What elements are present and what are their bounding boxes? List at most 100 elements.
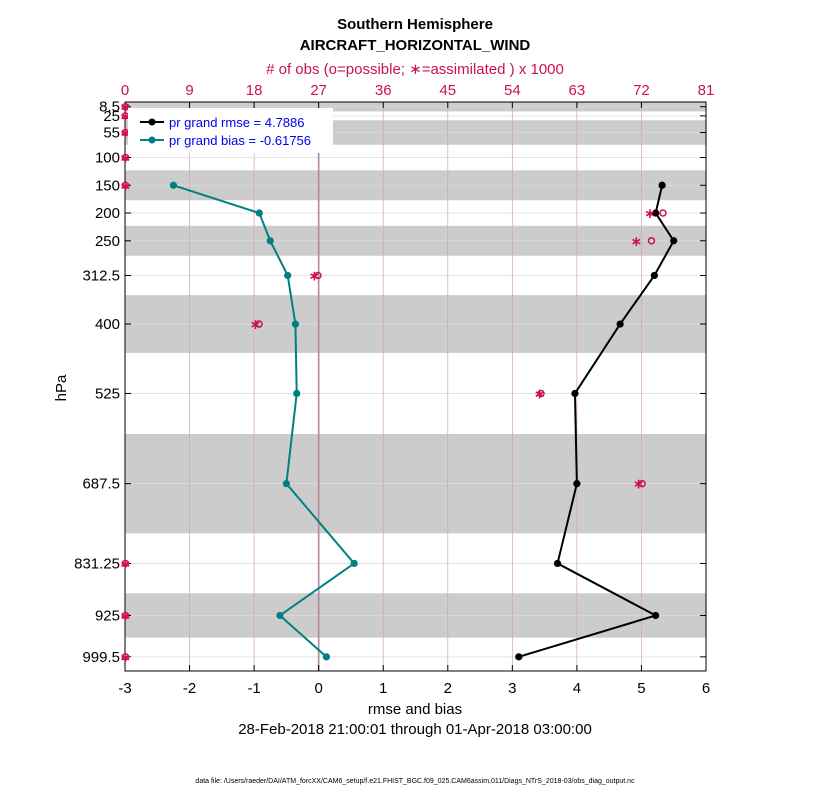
bias-point <box>293 389 301 398</box>
obs-possible-marker <box>121 653 130 661</box>
obs-possible-marker <box>537 389 545 398</box>
horizontal-gridlines <box>125 106 706 658</box>
x-tick-label: 4 <box>573 680 581 697</box>
bias-point <box>266 237 274 245</box>
y-tick-label: 8.5 <box>99 99 120 116</box>
top-tick-label: 72 <box>633 82 650 99</box>
level-bands <box>125 102 706 638</box>
x-tick-label: -1 <box>247 680 260 697</box>
obs-assimilated-marker: ∗ <box>644 205 656 221</box>
top-tick-label: 27 <box>310 82 327 99</box>
rmse-point <box>652 611 660 620</box>
legend-bias-marker <box>148 136 156 144</box>
bias-point <box>284 271 292 280</box>
obs-possible-marker <box>314 271 322 280</box>
rmse-line <box>518 185 675 658</box>
bias-point <box>291 320 300 328</box>
y-tick-label: 687.5 <box>82 476 120 493</box>
rmse-point <box>650 271 658 280</box>
y-tick-label: 831.25 <box>74 555 120 572</box>
y-tick-label: 400 <box>95 316 120 333</box>
x-tick-label: 5 <box>637 680 645 697</box>
bias-point <box>255 209 263 217</box>
tick-labels: -3 -2 -1 0 1 2 3 4 5 60 9 18 27 36 45 54 63 72 818.5255510… <box>74 82 714 697</box>
x-tick-label: -2 <box>183 680 196 697</box>
axis-ticks <box>124 102 707 671</box>
x-tick-label: 1 <box>379 680 387 697</box>
plot-frame <box>124 101 707 672</box>
bias-point <box>169 181 178 189</box>
y-tick-label: 312.5 <box>82 267 120 284</box>
rmse-point <box>616 320 624 328</box>
y-tick-label: 925 <box>95 607 120 624</box>
x-tick-label: 2 <box>444 680 452 697</box>
obs-assimilated-marker: ∗ <box>633 476 645 492</box>
rmse-point <box>553 559 562 568</box>
rmse-point <box>652 209 660 217</box>
obs-assimilated-marker: ∗ <box>119 125 131 141</box>
y-tick-label: 25 <box>103 108 120 125</box>
top-tick-label: 45 <box>439 82 456 99</box>
obs-assimilated-marker: ∗ <box>119 649 131 665</box>
top-tick-label: 0 <box>121 82 129 99</box>
y-tick-label: 200 <box>95 205 120 222</box>
obs-possible-marker <box>121 102 130 111</box>
top-tick-label: 54 <box>504 82 521 99</box>
x-axis-title: rmse and bias <box>368 701 462 718</box>
rmse-point <box>573 480 581 488</box>
bias-point <box>276 611 284 620</box>
bias-point <box>350 559 358 568</box>
legend: pr grand rmse = 4.7886 pr grand bias = -… <box>128 108 333 153</box>
y-tick-label: 525 <box>95 385 120 402</box>
obs-possible-marker <box>121 611 130 620</box>
obs-assimilated-marker: ∗ <box>119 108 131 124</box>
rmse-point <box>571 389 579 398</box>
top-tick-label: 63 <box>569 82 586 99</box>
legend-rmse-label: pr grand rmse = 4.7886 <box>169 115 305 130</box>
x-tick-label: 3 <box>508 680 516 697</box>
obs-possible-marker <box>647 237 656 245</box>
bias-point <box>322 653 331 661</box>
obs-assimilated-marker: ∗ <box>119 150 131 166</box>
chart-subtitle: AIRCRAFT_HORIZONTAL_WIND <box>300 37 531 54</box>
obs-possible-marker <box>659 209 667 217</box>
obs-possible-marker <box>121 181 130 190</box>
obs-possible-marker <box>121 559 130 568</box>
legend-bias-label: pr grand bias = -0.61756 <box>169 133 311 148</box>
top-tick-label: 9 <box>185 82 193 99</box>
rmse-point <box>658 181 666 189</box>
obs-assimilated-marker: ∗ <box>250 316 262 332</box>
y-tick-label: 250 <box>95 233 120 250</box>
x-tick-label: -3 <box>118 680 131 697</box>
rmse-point <box>515 653 523 661</box>
x-tick-label: 6 <box>702 680 710 697</box>
obs-assimilated-marker: ∗ <box>119 607 131 623</box>
obs-assimilated-marker: ∗ <box>308 267 320 283</box>
y-axis-title: hPa <box>53 374 70 401</box>
top-axis-title: # of obs (o=possible; ∗=assimilated ) x … <box>266 61 564 78</box>
rmse-point <box>670 237 678 245</box>
obs-possible-marker <box>638 479 646 488</box>
top-tick-label: 81 <box>698 82 715 99</box>
bias-line <box>173 184 356 658</box>
y-tick-label: 55 <box>103 125 120 142</box>
date-range: 28-Feb-2018 21:00:01 through 01-Apr-2018… <box>238 721 592 738</box>
obs-assimilated-marker: ∗ <box>119 555 131 571</box>
obs-possible-marker <box>255 320 263 328</box>
obs-possible-marker <box>121 153 130 162</box>
legend-rmse-marker <box>148 118 156 126</box>
obs-count-markers: ∗∗∗∗∗∗∗∗∗∗∗∗∗∗ <box>119 99 667 665</box>
y-tick-label: 150 <box>95 177 120 194</box>
legend-box <box>128 108 333 153</box>
top-tick-label: 36 <box>375 82 392 99</box>
series-layer <box>169 181 678 661</box>
obs-assimilated-marker: ∗ <box>631 233 643 249</box>
x-tick-label: 0 <box>314 680 322 697</box>
bias-point <box>282 480 290 488</box>
data-file-note: data file: /Users/raeder/DAI/ATM_forcXX/… <box>195 778 635 785</box>
y-tick-label: 100 <box>95 150 120 167</box>
y-tick-label: 999.5 <box>82 649 120 666</box>
obs-assimilated-marker: ∗ <box>534 385 546 401</box>
chart-title: Southern Hemisphere <box>337 16 493 33</box>
